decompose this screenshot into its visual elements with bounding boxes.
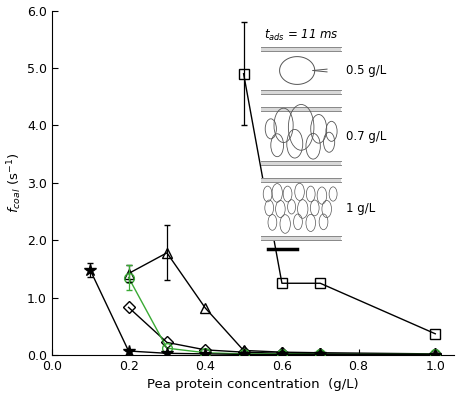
Text: 1 g/L: 1 g/L <box>346 202 375 216</box>
Text: $t_{ads}$ = 11 ms: $t_{ads}$ = 11 ms <box>263 28 338 43</box>
Bar <box>261 51 340 91</box>
Bar <box>261 112 340 161</box>
Y-axis label: $f_{coal}$ (s$^{-1}$): $f_{coal}$ (s$^{-1}$) <box>6 152 24 213</box>
Text: 0.7 g/L: 0.7 g/L <box>346 130 386 143</box>
Bar <box>261 47 340 51</box>
Bar <box>261 91 340 94</box>
Bar <box>261 108 340 112</box>
Bar <box>261 178 340 182</box>
X-axis label: Pea protein concentration  (g/L): Pea protein concentration (g/L) <box>147 378 358 391</box>
Bar <box>261 161 340 165</box>
Text: 0.5 g/L: 0.5 g/L <box>346 64 386 77</box>
Bar <box>261 236 340 240</box>
Bar <box>261 182 340 236</box>
